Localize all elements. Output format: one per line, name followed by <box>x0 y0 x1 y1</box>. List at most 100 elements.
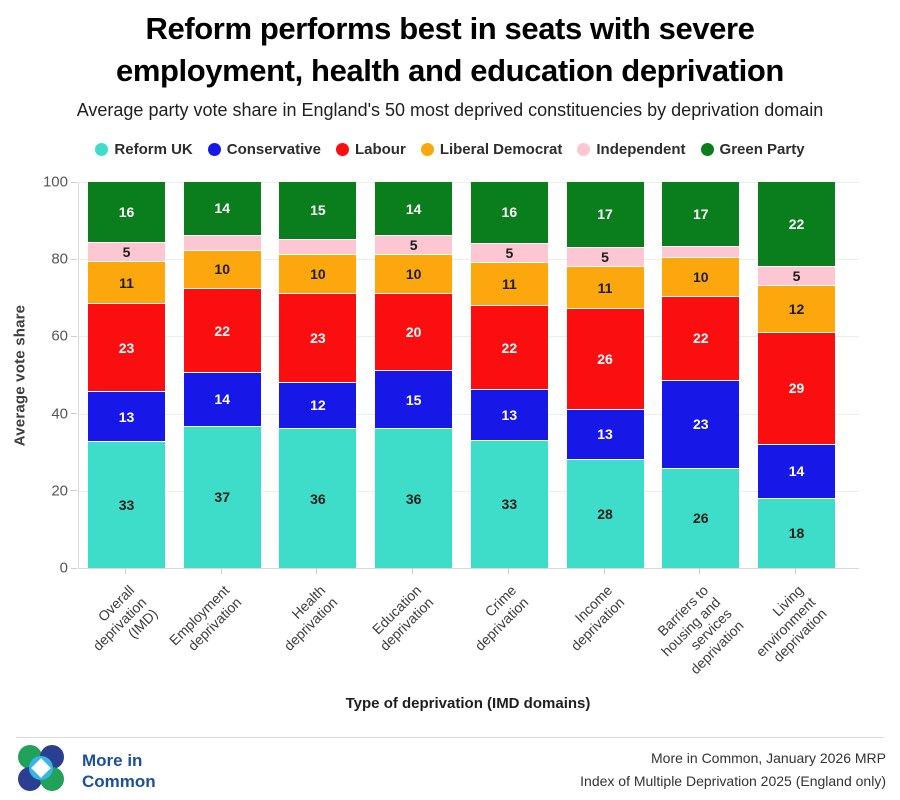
segment-value-label: 29 <box>788 380 805 397</box>
segment-value-label: 5 <box>409 237 418 254</box>
bar-living-environment-deprivation-segment-independent: 5 <box>757 266 835 287</box>
bar-health-deprivation-segment-reform-uk: 36 <box>279 429 357 568</box>
bar-crime-deprivation-segment-labour: 22 <box>470 305 548 391</box>
bar-health-deprivation-segment-green-party: 15 <box>279 182 357 240</box>
bar-income-deprivation-segment-reform-uk: 28 <box>566 459 644 568</box>
segment-value-label: 14 <box>405 200 422 217</box>
bar-health-deprivation-segment-conservative: 12 <box>279 382 357 430</box>
segment-value-label: 15 <box>310 202 326 219</box>
segment-value-label: 36 <box>310 490 326 507</box>
bar-education-deprivation: 36 15 20 10 5 14 <box>375 182 453 568</box>
bar-employment-deprivation-segment-independent <box>183 235 261 251</box>
bar-health-deprivation-segment-independent <box>279 239 357 256</box>
x-tick-label-health-deprivation: Health deprivation <box>280 582 340 654</box>
bar-overall-deprivation-imd-segment-independent: 5 <box>88 243 165 263</box>
bar-overall-deprivation-imd-segment-liberal-democrat: 11 <box>88 262 165 305</box>
y-tick-label-100: 100 <box>42 173 68 191</box>
footer-divider <box>16 737 884 738</box>
x-tick-mark-employment-deprivation <box>220 569 222 574</box>
brand-line1: More in <box>82 751 143 770</box>
y-tick-label-60: 60 <box>51 327 68 345</box>
segment-value-label: 23 <box>118 339 135 356</box>
bar-education-deprivation-segment-independent: 5 <box>375 236 453 256</box>
segment-value-label: 17 <box>692 206 709 223</box>
segment-value-label: 16 <box>118 204 135 221</box>
bar-employment-deprivation-segment-conservative: 14 <box>183 373 261 427</box>
bar-crime-deprivation-segment-reform-uk: 33 <box>470 440 548 568</box>
segment-value-label: 23 <box>692 416 709 433</box>
segment-value-label: 18 <box>788 525 805 542</box>
segment-value-label: 14 <box>788 463 805 480</box>
legend-label-reform-uk: Reform UK <box>114 140 193 158</box>
bar-education-deprivation-segment-green-party: 14 <box>375 182 453 237</box>
bar-employment-deprivation-segment-reform-uk: 37 <box>183 426 261 568</box>
x-tick-mark-crime-deprivation <box>507 569 509 574</box>
segment-value-label: 11 <box>501 275 517 292</box>
bar-education-deprivation-segment-reform-uk: 36 <box>375 429 453 568</box>
segment-value-label: 12 <box>788 300 805 317</box>
bar-health-deprivation-segment-labour: 23 <box>279 293 357 383</box>
bar-barriers-to-housing-and-services-deprivation-segment-conservative: 23 <box>662 380 740 469</box>
segment-value-label: 28 <box>597 505 613 522</box>
legend-label-green-party: Green Party <box>719 140 805 158</box>
y-axis-title: Average vote share <box>11 304 29 447</box>
segment-value-label: 37 <box>214 489 230 506</box>
chart-title-line1: Reform performs best in seats with sever… <box>145 11 755 46</box>
bar-overall-deprivation-imd-segment-conservative: 13 <box>88 392 165 442</box>
segment-value-label: 13 <box>597 426 613 443</box>
segment-value-label: 5 <box>122 244 131 261</box>
segment-value-label: 14 <box>214 200 230 217</box>
brand-line2: Common <box>82 772 156 791</box>
segment-value-label: 22 <box>501 339 518 356</box>
segment-value-label: 13 <box>501 407 518 424</box>
legend-item-green-party: Green Party <box>700 140 805 158</box>
segment-value-label: 11 <box>597 279 613 296</box>
bar-crime-deprivation-segment-liberal-democrat: 11 <box>470 263 548 306</box>
bar-overall-deprivation-imd-segment-labour: 23 <box>88 304 165 393</box>
x-tick-mark-health-deprivation <box>316 569 318 574</box>
bar-crime-deprivation-segment-independent: 5 <box>470 243 548 264</box>
bar-income-deprivation-segment-liberal-democrat: 11 <box>566 266 644 310</box>
bar-barriers-to-housing-and-services-deprivation-segment-green-party: 17 <box>662 182 740 248</box>
legend-dot-liberal-democrat <box>420 142 434 156</box>
segment-value-label: 22 <box>692 330 709 347</box>
segment-value-label: 5 <box>792 268 801 285</box>
chart-subtitle: Average party vote share in England's 50… <box>76 100 824 120</box>
gridline-80 <box>79 259 859 261</box>
legend-label-independent: Independent <box>596 140 686 158</box>
segment-value-label: 26 <box>692 510 709 527</box>
gridline-40 <box>79 413 859 415</box>
bar-employment-deprivation-segment-green-party: 14 <box>183 182 261 236</box>
segment-value-label: 17 <box>597 206 613 223</box>
segment-value-label: 5 <box>601 248 609 265</box>
chart-title: Reform performs best in seats with sever… <box>0 8 900 92</box>
x-tick-mark-living-environment-deprivation <box>794 569 796 574</box>
bar-health-deprivation: 36 12 23 10 15 <box>279 182 357 568</box>
gridline-100 <box>79 182 859 183</box>
legend-item-conservative: Conservative <box>207 141 321 158</box>
segment-value-label: 10 <box>692 269 709 286</box>
y-tick-mark-0 <box>71 567 77 569</box>
bar-income-deprivation-segment-independent: 5 <box>566 247 644 267</box>
legend: Reform UK Conservative Labour Liberal Democ… <box>0 139 900 159</box>
bar-income-deprivation-segment-green-party: 17 <box>566 182 644 248</box>
bar-living-environment-deprivation-segment-labour: 29 <box>757 332 835 445</box>
segment-value-label: 20 <box>405 324 422 341</box>
bar-crime-deprivation: 33 13 22 11 5 16 <box>470 182 548 568</box>
y-tick-label-80: 80 <box>51 250 68 268</box>
y-tick-mark-40 <box>71 413 77 415</box>
legend-label-labour: Labour <box>354 140 406 158</box>
bar-employment-deprivation-segment-liberal-democrat: 10 <box>183 250 261 290</box>
x-tick-label-crime-deprivation: Crime deprivation <box>471 582 532 654</box>
legend-item-liberal-democrat: Liberal Democrat <box>420 141 562 158</box>
segment-value-label: 26 <box>597 351 613 368</box>
segment-value-label: 22 <box>214 322 230 339</box>
x-tick-mark-education-deprivation <box>412 569 414 574</box>
legend-item-independent: Independent <box>577 140 686 158</box>
segment-value-label: 33 <box>118 496 135 513</box>
bar-living-environment-deprivation-segment-green-party: 22 <box>757 182 835 267</box>
segment-value-label: 23 <box>310 329 326 346</box>
gridline-20 <box>79 490 859 492</box>
bar-education-deprivation-segment-liberal-democrat: 10 <box>375 255 453 294</box>
segment-value-label: 10 <box>310 266 326 283</box>
